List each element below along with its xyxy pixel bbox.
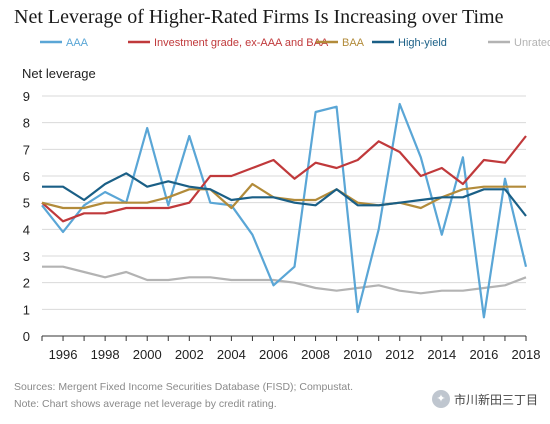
x-tick-label-2006: 2006: [259, 347, 288, 362]
legend-label-1: Investment grade, ex-AAA and BAA: [154, 37, 329, 49]
chart-note-0: Sources: Mergent Fixed Income Securities…: [14, 381, 353, 393]
legend-label-2: BAA: [342, 37, 365, 49]
x-tick-label-2000: 2000: [133, 347, 162, 362]
y-tick-label-0: 0: [23, 329, 30, 344]
y-tick-label-4: 4: [23, 222, 30, 237]
legend-label-4: Unrated: [514, 37, 550, 49]
x-tick-label-2004: 2004: [217, 347, 246, 362]
series-line-2: [41, 182, 526, 210]
x-tick-label-2008: 2008: [301, 347, 330, 362]
y-tick-label-8: 8: [23, 116, 30, 131]
legend-label-3: High-yield: [398, 37, 447, 49]
y-tick-label-3: 3: [23, 249, 30, 264]
x-tick-label-2018: 2018: [512, 347, 541, 362]
watermark-text: 市川新田三丁目: [453, 392, 538, 407]
x-tick-label-1998: 1998: [91, 347, 120, 362]
x-tick-label-2016: 2016: [469, 347, 498, 362]
series-line-1: [41, 135, 527, 223]
y-tick-label-9: 9: [23, 89, 30, 104]
legend-label-0: AAA: [66, 37, 89, 49]
x-tick-label-2002: 2002: [175, 347, 204, 362]
wechat-icon: ✦: [431, 390, 450, 408]
series-line-3: [42, 172, 527, 217]
x-tick-label-1996: 1996: [49, 347, 78, 362]
x-tick-label-2010: 2010: [343, 347, 372, 362]
x-tick-label-2014: 2014: [427, 347, 456, 362]
chart-note-1: Note: Chart shows average net leverage b…: [14, 398, 277, 410]
series-line-0: [41, 102, 528, 319]
watermark: ✦ 市川新田三丁目: [431, 390, 538, 408]
y-tick-label-7: 7: [23, 142, 30, 157]
y-tick-label-6: 6: [23, 169, 30, 184]
chart-title: Net Leverage of Higher-Rated Firms Is In…: [14, 6, 504, 28]
series-line-4: [42, 265, 527, 295]
y-axis-label: Net leverage: [22, 66, 96, 81]
y-tick-label-1: 1: [23, 302, 30, 317]
y-tick-label-5: 5: [23, 196, 30, 211]
x-tick-label-2012: 2012: [385, 347, 414, 362]
y-tick-label-2: 2: [23, 276, 30, 291]
